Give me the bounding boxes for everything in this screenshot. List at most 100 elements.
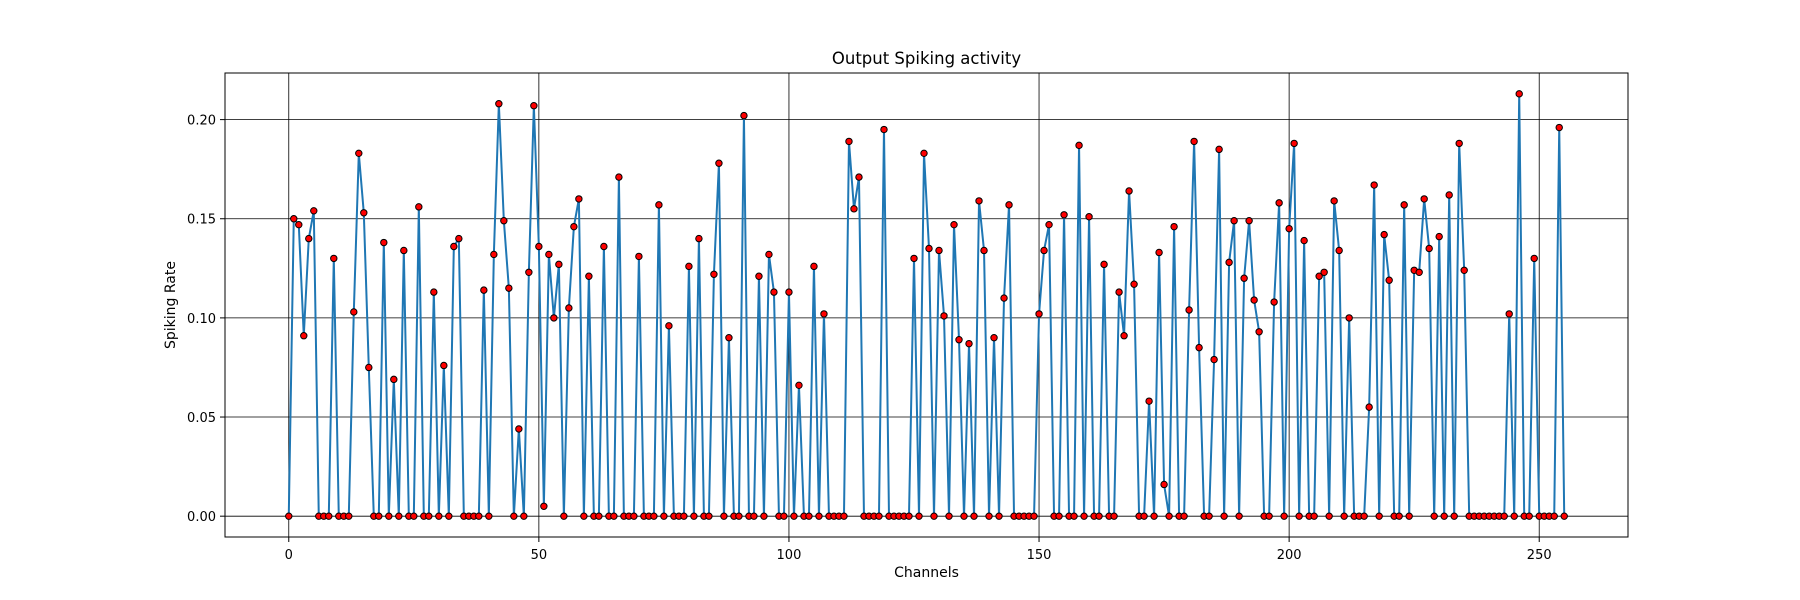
data-point xyxy=(1095,512,1103,520)
data-point xyxy=(345,512,353,520)
data-point xyxy=(1220,512,1228,520)
data-point xyxy=(1365,403,1373,411)
data-point xyxy=(350,308,358,316)
data-point xyxy=(1285,224,1293,233)
data-point xyxy=(760,512,768,520)
data-point xyxy=(1170,222,1178,231)
data-point xyxy=(1110,512,1118,520)
data-point xyxy=(355,149,363,158)
y-axis-label: Spiking Rate xyxy=(163,261,179,349)
data-point xyxy=(510,512,518,520)
x-tick-label: 100 xyxy=(777,548,802,563)
data-point xyxy=(930,512,938,520)
data-point xyxy=(430,288,438,296)
data-point xyxy=(325,512,333,520)
data-point xyxy=(415,203,423,211)
data-point xyxy=(1325,512,1333,520)
data-point xyxy=(365,363,373,372)
data-point xyxy=(1045,220,1053,229)
chart-title: Output Spiking activity xyxy=(832,49,1021,68)
data-point xyxy=(1255,328,1263,336)
data-point xyxy=(600,242,608,251)
data-point xyxy=(1455,139,1463,148)
data-point xyxy=(1460,266,1468,274)
data-point xyxy=(945,512,953,520)
data-point xyxy=(555,260,563,269)
data-point xyxy=(715,159,723,167)
x-axis-label: Channels xyxy=(894,565,959,581)
data-point xyxy=(765,250,773,259)
data-point xyxy=(975,197,983,205)
data-point xyxy=(395,512,403,520)
data-point xyxy=(1440,512,1448,520)
data-point xyxy=(1450,512,1458,520)
data-point xyxy=(1265,512,1273,520)
data-point xyxy=(610,512,618,520)
y-tick-label: 0.00 xyxy=(187,510,216,525)
data-point xyxy=(290,215,298,223)
data-point xyxy=(475,512,483,520)
data-point xyxy=(665,322,673,330)
data-point xyxy=(400,246,408,255)
data-point xyxy=(1415,268,1423,276)
data-point xyxy=(810,262,818,271)
data-point xyxy=(1160,480,1168,489)
data-point xyxy=(965,339,973,348)
data-point xyxy=(1035,310,1043,318)
data-point xyxy=(1055,512,1063,520)
data-point xyxy=(1500,512,1508,520)
data-point xyxy=(955,336,963,344)
data-point xyxy=(630,512,638,520)
data-point xyxy=(920,149,928,158)
data-point xyxy=(1530,254,1538,263)
data-point xyxy=(525,268,533,276)
data-point xyxy=(1370,181,1378,189)
data-point xyxy=(480,286,488,294)
data-point xyxy=(950,220,958,229)
series-line xyxy=(287,92,1566,518)
data-point xyxy=(1385,276,1393,284)
data-point xyxy=(1445,191,1453,199)
data-point xyxy=(935,246,943,255)
data-point xyxy=(1555,123,1563,132)
data-point xyxy=(840,512,848,520)
data-point xyxy=(770,288,778,296)
data-point xyxy=(1395,512,1403,520)
y-tick-label: 0.05 xyxy=(187,411,216,426)
data-point xyxy=(695,234,703,243)
data-point xyxy=(360,209,368,217)
data-point xyxy=(1310,512,1318,520)
data-point xyxy=(560,512,568,520)
data-point xyxy=(1250,296,1258,304)
data-point xyxy=(450,242,458,251)
data-point xyxy=(1515,90,1523,98)
data-point xyxy=(1300,236,1308,245)
data-point xyxy=(380,238,388,247)
data-point xyxy=(970,512,978,520)
data-point xyxy=(1510,512,1518,520)
data-point xyxy=(455,234,463,243)
data-point xyxy=(575,195,583,203)
data-point xyxy=(680,512,688,520)
data-point xyxy=(1130,280,1138,288)
data-point xyxy=(1145,397,1153,405)
data-point xyxy=(710,270,718,278)
data-point xyxy=(1560,512,1568,520)
data-point xyxy=(755,272,763,280)
data-point xyxy=(310,207,318,215)
y-tick-label: 0.20 xyxy=(187,114,216,129)
data-point xyxy=(1340,512,1348,520)
data-point xyxy=(815,512,823,520)
data-point xyxy=(305,234,313,243)
data-point xyxy=(850,205,858,213)
data-point xyxy=(615,173,623,181)
data-point xyxy=(635,252,643,261)
data-point xyxy=(500,217,508,225)
data-point xyxy=(960,512,968,520)
data-point xyxy=(735,512,743,520)
data-point xyxy=(1030,512,1038,520)
data-point xyxy=(795,381,803,390)
data-point xyxy=(285,512,293,520)
x-tick-label: 150 xyxy=(1027,548,1052,563)
data-point xyxy=(385,512,393,520)
